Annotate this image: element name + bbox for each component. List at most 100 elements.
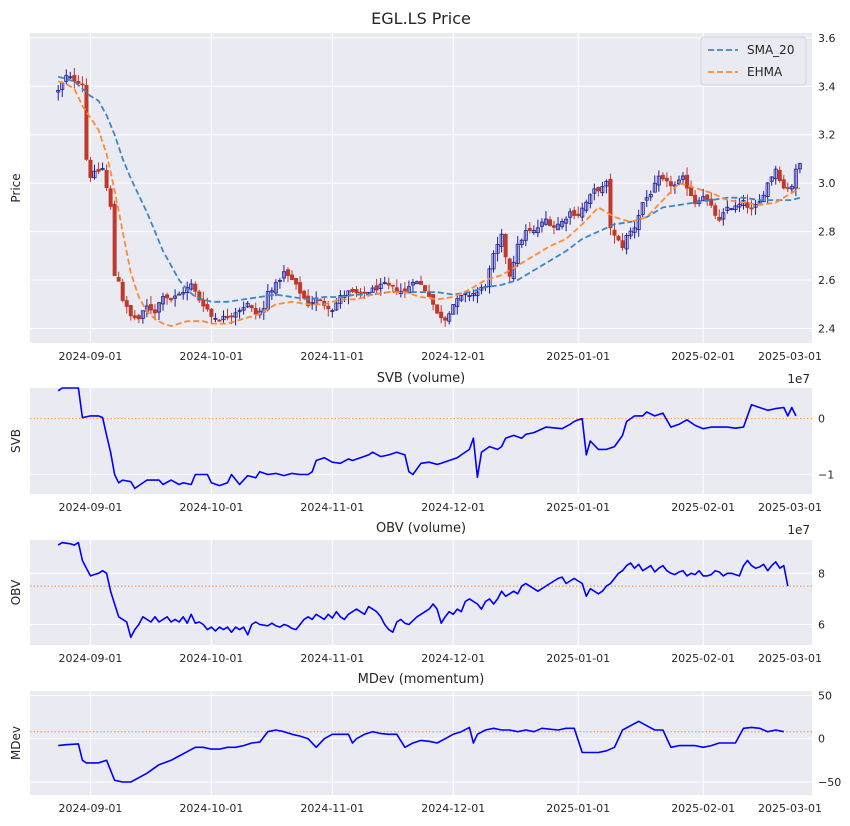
x-tick-label: 2024-09-01 (58, 652, 122, 665)
x-tick-label: 2024-11-01 (300, 350, 364, 363)
panel-title: MDev (momentum) (358, 672, 485, 687)
candle-body-up (491, 253, 496, 270)
candle-body-up (773, 168, 778, 180)
candle-body-down (552, 225, 557, 228)
candle-body-down (576, 213, 581, 216)
candle-body-up (68, 76, 73, 79)
candle-body-down (717, 216, 722, 221)
candle-body-down (596, 187, 601, 192)
indicator-line (58, 720, 784, 783)
plot-background (30, 388, 812, 494)
candle-body-up (560, 221, 565, 227)
y-tick-label: 6 (818, 619, 825, 632)
candle-body-up (721, 212, 726, 220)
candle-body-up (177, 293, 182, 296)
y-exponent-label: 1e7 (787, 372, 810, 386)
candle-body-up (753, 203, 758, 208)
candle-body-down (374, 285, 379, 291)
candle-body-down (169, 297, 174, 301)
candle-body-down (249, 305, 254, 309)
y-tick-label: 3.2 (818, 129, 836, 142)
plot-background (30, 540, 812, 645)
candle-body-down (394, 287, 399, 292)
candle-body-up (467, 295, 472, 297)
indicator-line (57, 387, 797, 490)
x-tick-label: 2024-10-01 (179, 802, 243, 815)
candle-body-down (749, 207, 754, 210)
candle-body-down (745, 202, 750, 208)
candle-body-up (737, 203, 742, 208)
x-tick-label: 2025-01-01 (546, 501, 610, 514)
x-tick-label: 2025-01-01 (546, 652, 610, 665)
y-axis-label: MDev (9, 726, 23, 760)
x-tick-label: 2024-10-01 (179, 652, 243, 665)
candle-body-up (471, 293, 476, 297)
candle-body-down (302, 290, 307, 299)
candle-body-down (201, 299, 206, 307)
candle-body-up (257, 310, 262, 316)
candle-body-down (209, 308, 214, 317)
candle-body-down (358, 291, 363, 294)
candle-body-up (140, 310, 145, 319)
y-exponent-label: 1e7 (787, 523, 810, 537)
x-tick-label: 2024-12-01 (421, 501, 485, 514)
x-tick-label: 2024-09-01 (58, 350, 122, 363)
candle-body-down (664, 177, 669, 182)
candle-body-down (777, 170, 782, 182)
candle-body-down (423, 285, 428, 292)
candle-body-down (217, 319, 222, 322)
y-tick-label: 50 (818, 689, 832, 702)
candle-body-down (72, 74, 77, 82)
candle-body-down (705, 194, 710, 201)
candle-body-down (124, 300, 129, 307)
y-tick-label: 3.0 (818, 177, 836, 190)
candle-body-up (100, 168, 105, 171)
candle-body-down (108, 188, 113, 207)
candle-body-up (410, 281, 415, 286)
candle-body-up (600, 186, 605, 194)
panel-title: EGL.LS Price (371, 9, 471, 28)
candle-body-up (580, 207, 585, 218)
x-tick-label: 2025-02-01 (671, 802, 735, 815)
legend-box (700, 36, 807, 86)
candle-body-down (253, 308, 258, 315)
y-axis-label: SVB (9, 429, 23, 453)
candle-body-down (120, 281, 125, 301)
candle-body-up (447, 313, 452, 322)
candle-body-down (229, 315, 234, 318)
candle-body-down (713, 205, 718, 216)
candle-body-up (161, 296, 166, 305)
x-tick-label: 2025-03-01 (758, 802, 822, 815)
candle-body-up (185, 286, 190, 293)
x-tick-label: 2025-01-01 (546, 350, 610, 363)
candle-body-down (298, 282, 303, 294)
candle-body-up (789, 186, 794, 190)
candle-body-up (245, 302, 250, 308)
candle-body-down (225, 316, 230, 319)
candle-body-down (693, 194, 698, 205)
candle-body-down (362, 291, 367, 294)
candle-body-up (382, 282, 387, 284)
y-tick-label: 2.8 (818, 226, 836, 239)
y-tick-label: 0 (818, 413, 825, 426)
candle-body-up (652, 182, 657, 193)
legend: SMA_20 EHMA (700, 36, 807, 86)
candle-body-down (386, 282, 391, 286)
candle-body-down (435, 304, 440, 314)
y-tick-label: −50 (818, 776, 841, 789)
candle-body-down (685, 174, 690, 189)
candle-body-up (725, 206, 730, 211)
candle-body-up (273, 282, 278, 294)
x-tick-label: 2024-10-01 (179, 501, 243, 514)
y-tick-label: −1 (818, 468, 834, 481)
candle-body-up (644, 197, 649, 201)
x-tick-label: 2024-11-01 (300, 501, 364, 514)
candle-body-down (294, 277, 299, 285)
candle-body-down (290, 274, 295, 280)
candle-body-down (80, 83, 85, 86)
x-tick-label: 2025-02-01 (671, 652, 735, 665)
candle-body-up (584, 201, 589, 211)
candle-body-up (604, 180, 609, 187)
candle-body-up (701, 196, 706, 202)
